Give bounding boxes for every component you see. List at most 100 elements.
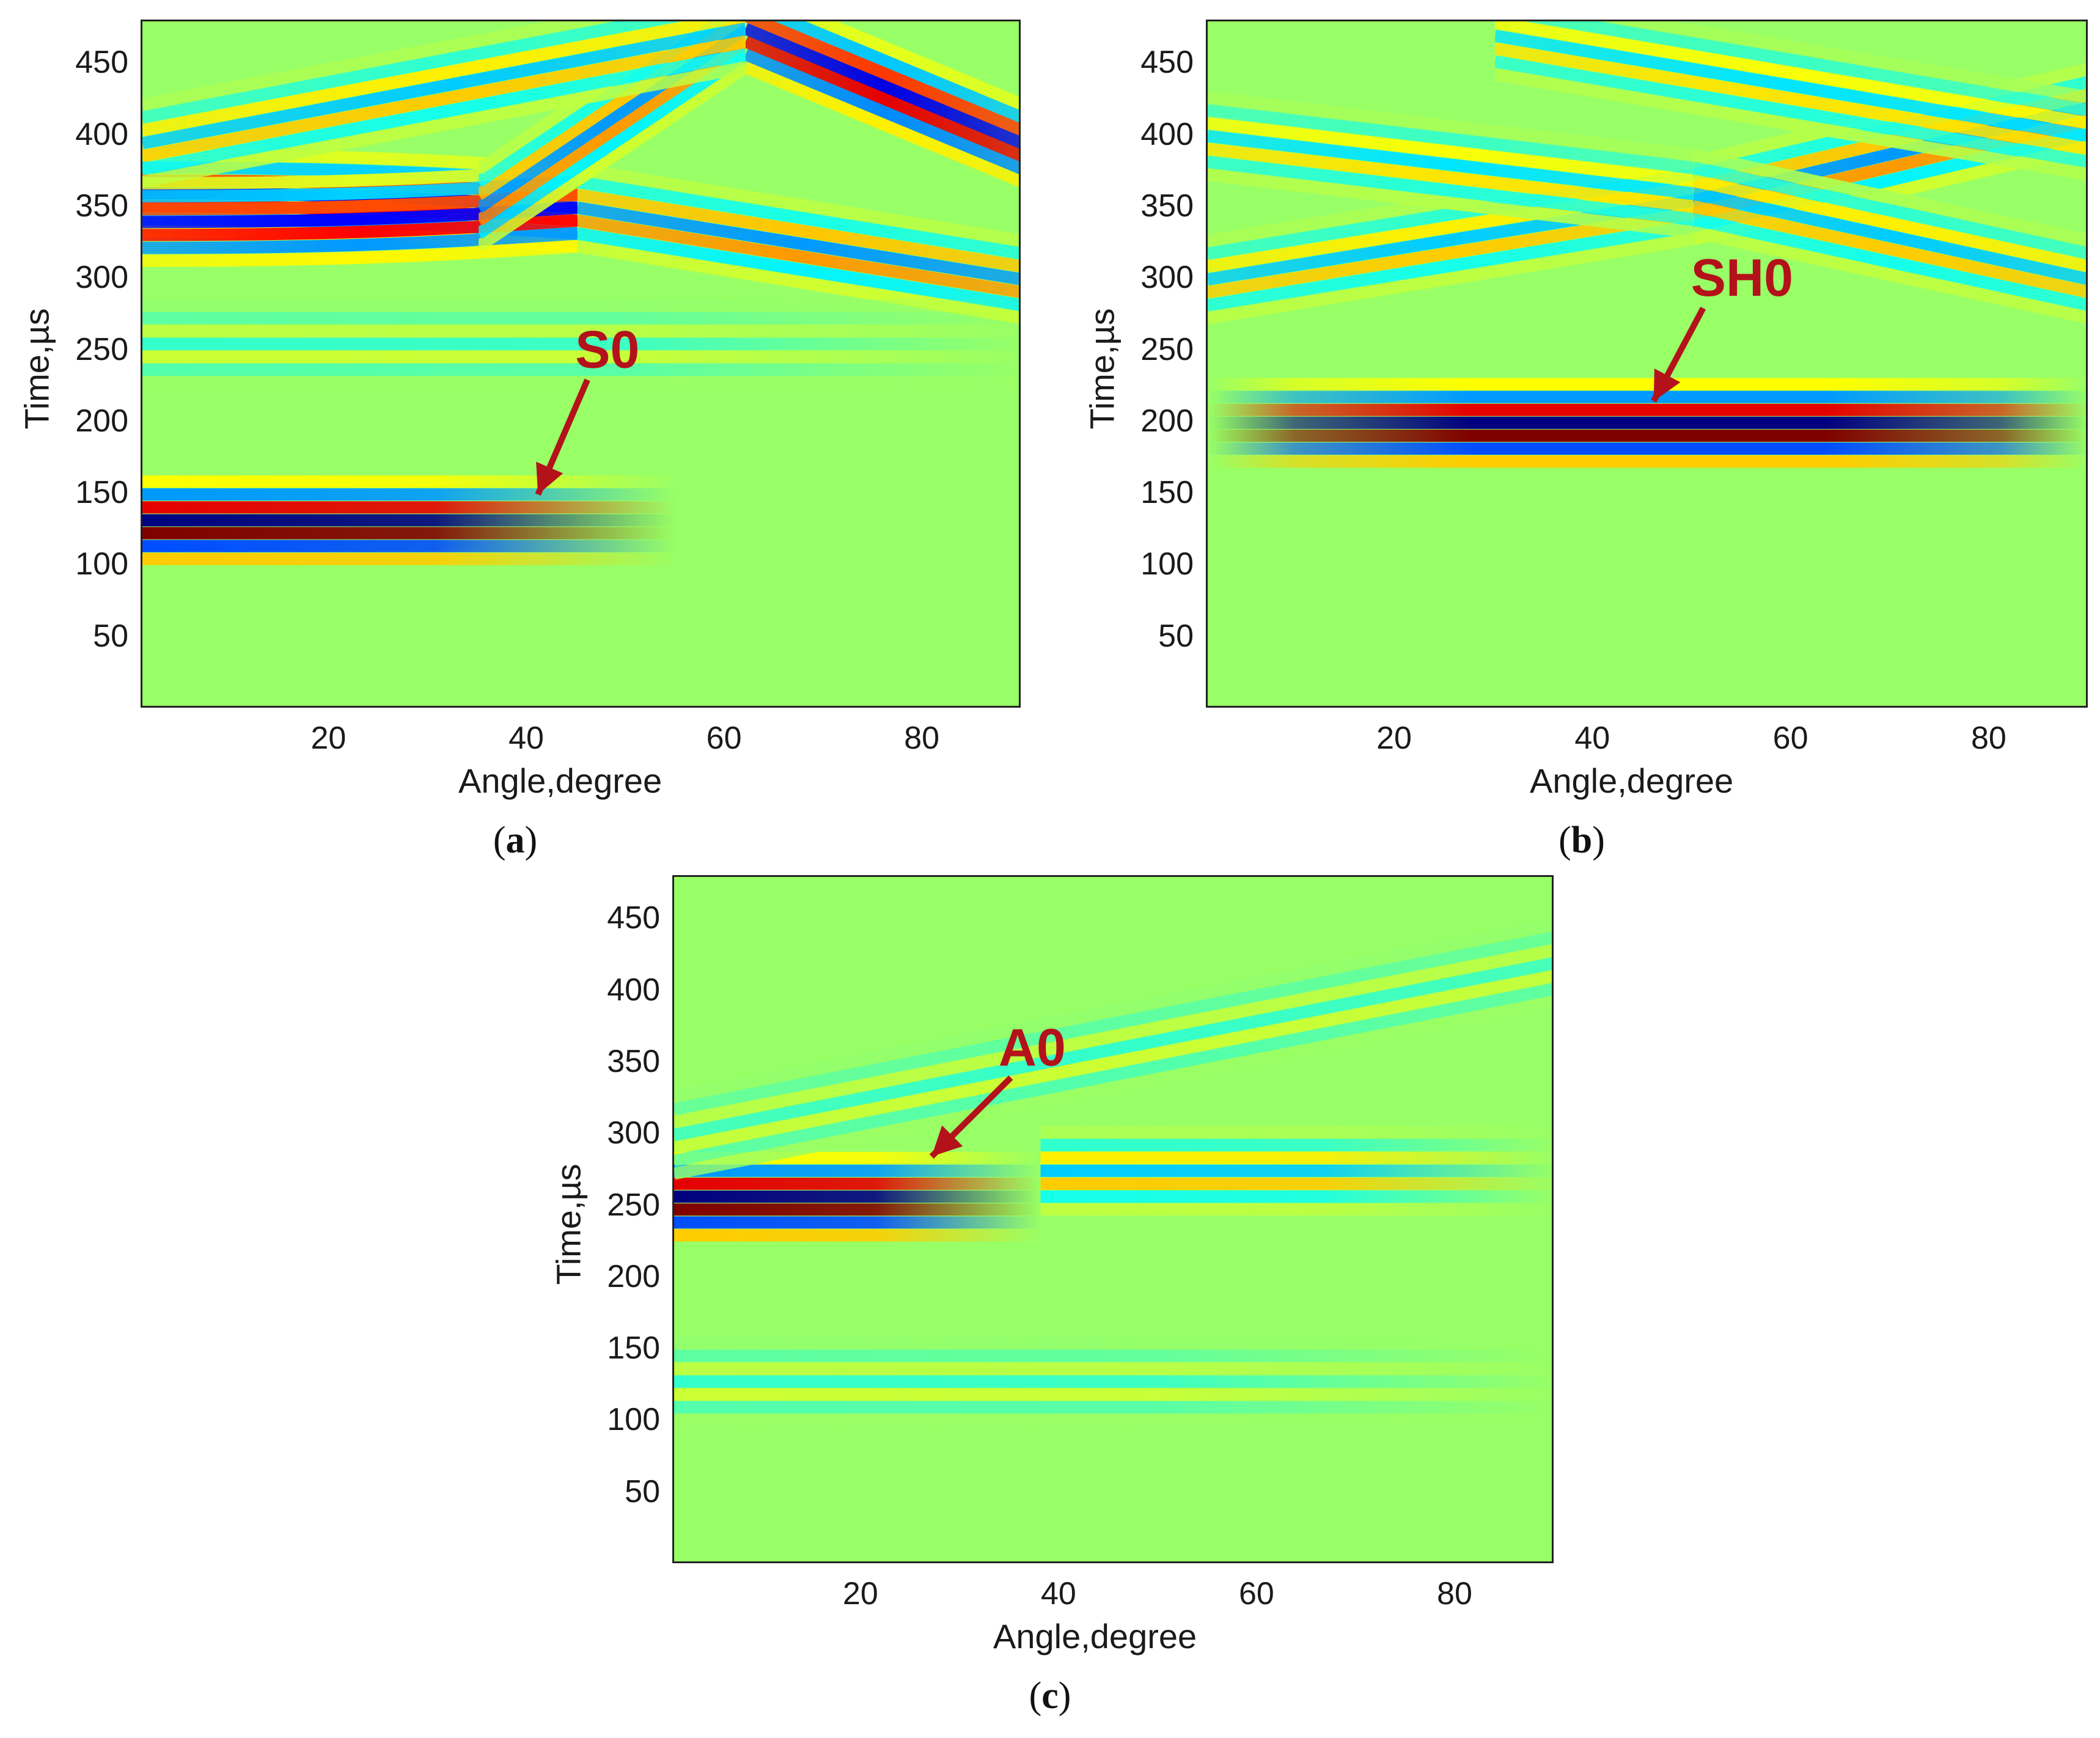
wave-stripe xyxy=(142,215,578,241)
annotation-label: S0 xyxy=(575,320,639,379)
wave-stripe xyxy=(1692,200,2086,298)
y-tick-label: 450 xyxy=(1140,45,1194,81)
wave-stripe xyxy=(142,35,747,163)
y-axis-label-c: Time,µs xyxy=(549,1164,588,1285)
wave-stripe xyxy=(1526,21,2086,116)
wave-stripe xyxy=(743,21,1019,136)
y-axis-label-a: Time,µs xyxy=(17,308,56,430)
wave-stripe xyxy=(1603,21,2086,103)
heatmap-svg-c: A0 xyxy=(674,877,1552,1561)
wave-band xyxy=(743,21,1019,188)
wave-band xyxy=(142,299,1019,389)
x-axis-label-b: Angle,degree xyxy=(1530,761,1734,800)
wave-band xyxy=(674,1336,1552,1427)
heatmap-plot-a: S0 xyxy=(141,20,1021,708)
wave-stripe xyxy=(1692,213,2086,311)
y-tick-label: 150 xyxy=(607,1330,660,1366)
wave-stripe xyxy=(1692,161,2086,259)
wave-stripe xyxy=(743,35,1019,161)
wave-stripe xyxy=(142,48,747,175)
wave-stripe xyxy=(1208,142,1694,213)
caption-letter-b: b xyxy=(1571,820,1593,861)
wave-stripe xyxy=(743,23,1019,148)
wave-band xyxy=(674,919,1552,1180)
y-tick-label: 400 xyxy=(75,116,128,152)
y-tick-label: 100 xyxy=(607,1402,660,1438)
y-tick-label: 300 xyxy=(75,260,128,296)
x-tick-label: 20 xyxy=(1376,721,1412,756)
wave-band xyxy=(1040,1126,1552,1216)
y-tick-label: 200 xyxy=(1140,403,1194,439)
y-tick-label: 350 xyxy=(75,188,128,224)
wave-stripe xyxy=(142,61,747,188)
x-tick-label: 40 xyxy=(1040,1576,1076,1612)
annotation-arrow-head xyxy=(536,461,564,495)
caption-b: (b) xyxy=(1558,820,1605,861)
caption-c: (c) xyxy=(1029,1675,1071,1717)
x-tick-label: 20 xyxy=(310,721,347,756)
wave-stripe xyxy=(1208,104,1694,174)
wave-stripe xyxy=(576,215,1019,298)
wave-band xyxy=(576,163,1019,324)
caption-letter-a: a xyxy=(505,820,525,861)
wave-stripe xyxy=(142,22,747,150)
wave-stripe xyxy=(576,175,1019,260)
wave-stripe xyxy=(1208,130,1694,200)
wave-stripe xyxy=(743,61,1019,188)
wave-stripe xyxy=(1208,233,1695,324)
annotation-label: SH0 xyxy=(1691,249,1793,307)
x-tick-label: 60 xyxy=(1772,721,1808,756)
wave-stripe xyxy=(674,983,1552,1167)
x-tick-label: 80 xyxy=(1970,721,2006,756)
wave-stripe xyxy=(743,48,1019,174)
wave-stripe xyxy=(576,202,1019,285)
y-tick-label: 450 xyxy=(75,45,128,81)
heatmap-plot-c: A0 xyxy=(672,875,1554,1563)
wave-band xyxy=(1208,91,1694,238)
wave-stripe xyxy=(674,931,1552,1115)
y-tick-label: 200 xyxy=(75,403,128,439)
wave-stripe xyxy=(1692,148,2086,246)
x-tick-label: 20 xyxy=(842,1576,878,1612)
caption-letter-c: c xyxy=(1041,1675,1059,1717)
x-tick-label: 60 xyxy=(1239,1576,1274,1612)
wave-stripe xyxy=(142,21,613,111)
wave-stripe xyxy=(142,21,747,137)
x-tick-label: 40 xyxy=(1574,721,1610,756)
caption-a: (a) xyxy=(493,820,538,861)
wave-stripe xyxy=(1494,21,2086,129)
y-axis-label-b: Time,µs xyxy=(1082,308,1122,430)
wave-stripe xyxy=(1208,117,1694,187)
x-axis-label-a: Angle,degree xyxy=(458,761,663,800)
wave-stripe xyxy=(806,21,1019,110)
wave-stripe xyxy=(1494,55,2086,168)
wave-stripe xyxy=(576,227,1019,311)
wave-stripe xyxy=(674,944,1552,1128)
wave-stripe xyxy=(1692,174,2086,273)
y-tick-label: 300 xyxy=(1140,260,1194,296)
wave-stripe xyxy=(674,957,1552,1142)
wave-stripe xyxy=(674,996,1552,1180)
y-tick-label: 350 xyxy=(1140,188,1194,224)
wave-stripe xyxy=(1208,220,1695,312)
wave-stripe xyxy=(1692,187,2086,285)
y-tick-label: 150 xyxy=(75,475,128,511)
wave-band xyxy=(142,21,747,188)
y-tick-label: 50 xyxy=(1158,618,1194,654)
wave-band xyxy=(142,475,677,565)
y-tick-label: 300 xyxy=(607,1115,660,1151)
wave-stripe xyxy=(1494,68,2086,181)
wave-stripe xyxy=(1692,226,2086,324)
x-tick-label: 80 xyxy=(904,721,940,756)
wave-stripe xyxy=(674,970,1552,1154)
wave-stripe xyxy=(1208,169,1694,238)
y-tick-label: 400 xyxy=(1140,116,1194,152)
wave-stripe xyxy=(576,188,1019,273)
wave-band xyxy=(1494,21,2086,181)
y-tick-label: 350 xyxy=(607,1043,660,1079)
y-tick-label: 250 xyxy=(75,331,128,367)
heatmap-plot-b: SH0 xyxy=(1206,20,2088,708)
wave-stripe xyxy=(1208,91,1694,161)
annotation-arrow-head xyxy=(931,1125,963,1157)
y-tick-label: 450 xyxy=(607,900,660,936)
